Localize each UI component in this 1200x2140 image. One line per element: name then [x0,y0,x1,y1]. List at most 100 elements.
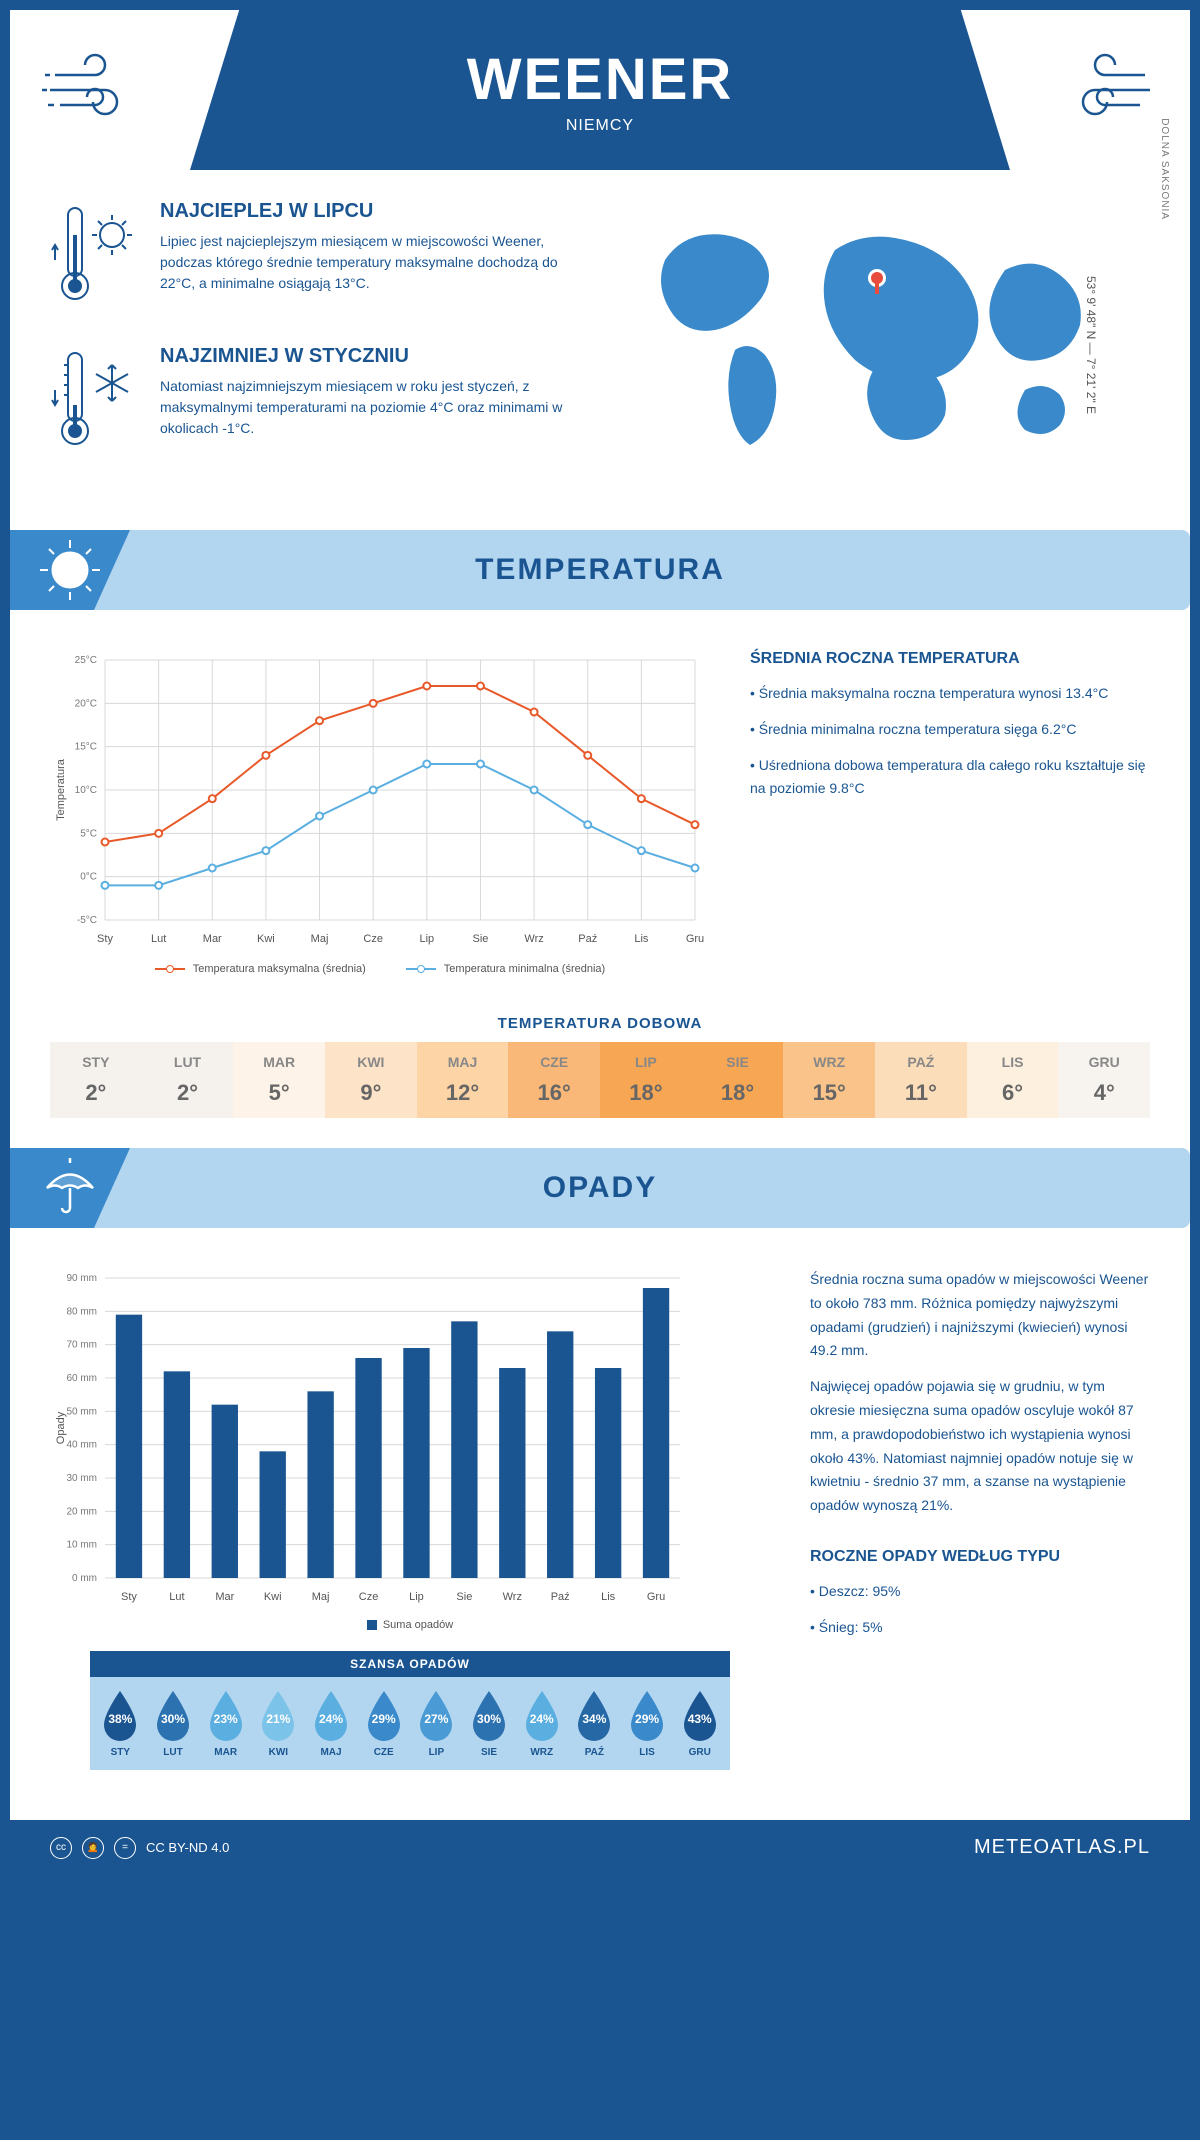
daily-cell: WRZ 15° [783,1042,875,1118]
nd-icon: = [114,1837,136,1859]
drop-cell: 30% SIE [463,1689,516,1758]
daily-cell: SIE 18° [692,1042,784,1118]
legend-max: Temperatura maksymalna (średnia) [193,963,366,975]
cold-title: NAJZIMNIEJ W STYCZNIU [160,345,570,368]
page: WEENER NIEMCY [10,10,1190,1875]
rain-type-1: • Deszcz: 95% [810,1580,1150,1604]
temp-stats-title: ŚREDNIA ROCZNA TEMPERATURA [750,650,1150,668]
svg-text:Cze: Cze [363,933,383,945]
hot-title: NAJCIEPLEJ W LIPCU [160,200,570,223]
rain-chance-block: SZANSA OPADÓW 38% STY 30% LUT [90,1651,730,1770]
svg-text:15°C: 15°C [75,742,97,753]
daily-cell: KWI 9° [325,1042,417,1118]
temperature-line-chart: -5°C0°C5°C10°C15°C20°C25°CStyLutMarKwiMa… [50,650,710,950]
temp-stat-2: • Średnia minimalna roczna temperatura s… [750,718,1150,742]
map-coords: 53° 9' 48" N — 7° 21' 2" E [1084,276,1098,414]
intro-row: NAJCIEPLEJ W LIPCU Lipiec jest najcieple… [10,170,1190,510]
drop-cell: 23% MAR [199,1689,252,1758]
svg-text:20°C: 20°C [75,698,97,709]
svg-text:0 mm: 0 mm [72,1573,97,1584]
svg-text:70 mm: 70 mm [66,1340,97,1351]
rain-bar-chart: 0 mm10 mm20 mm30 mm40 mm50 mm60 mm70 mm8… [50,1268,690,1608]
svg-text:Wrz: Wrz [503,1591,522,1603]
svg-text:Sty: Sty [97,933,113,945]
rain-title: OPADY [543,1171,657,1205]
svg-text:10°C: 10°C [75,785,97,796]
svg-text:20 mm: 20 mm [66,1506,97,1517]
drop-cell: 29% CZE [357,1689,410,1758]
daily-temp-table: STY 2° LUT 2° MAR 5° KWI 9° MAJ 12° CZE … [50,1042,1150,1118]
svg-text:Lis: Lis [601,1591,616,1603]
daily-cell: GRU 4° [1058,1042,1150,1118]
drop-cell: 27% LIP [410,1689,463,1758]
svg-text:-5°C: -5°C [77,915,97,926]
rain-legend: Suma opadów [50,1619,770,1631]
svg-text:Opady: Opady [55,1411,67,1444]
license-text: CC BY-ND 4.0 [146,1840,229,1855]
rain-chart-row: 0 mm10 mm20 mm30 mm40 mm50 mm60 mm70 mm8… [10,1248,1190,1790]
temp-stats: ŚREDNIA ROCZNA TEMPERATURA • Średnia mak… [750,650,1150,975]
thermometer-cold-icon [50,345,140,460]
svg-text:40 mm: 40 mm [66,1440,97,1451]
daily-cell: LIS 6° [967,1042,1059,1118]
temp-legend: Temperatura maksymalna (średnia) Tempera… [50,963,710,975]
svg-text:Sie: Sie [456,1591,472,1603]
header-decoration-left [10,10,190,170]
wind-icon [40,50,160,130]
rain-banner: OPADY [10,1148,1190,1228]
svg-text:60 mm: 60 mm [66,1373,97,1384]
svg-text:Kwi: Kwi [264,1591,282,1603]
svg-text:Lut: Lut [169,1591,184,1603]
svg-text:Paź: Paź [551,1591,570,1603]
header-title-block: WEENER NIEMCY [190,10,1010,170]
wind-icon [1040,50,1160,130]
svg-text:10 mm: 10 mm [66,1540,97,1551]
world-map: DOLNA SAKSONIA 53° 9' 48" N — 7° 21' 2" … [600,200,1150,490]
daily-cell: STY 2° [50,1042,142,1118]
svg-text:Lis: Lis [634,933,649,945]
daily-cell: LIP 18° [600,1042,692,1118]
cold-block: NAJZIMNIEJ W STYCZNIU Natomiast najzimni… [50,345,570,460]
svg-text:Wrz: Wrz [524,933,543,945]
drop-cell: 34% PAŹ [568,1689,621,1758]
svg-text:Maj: Maj [312,1591,330,1603]
svg-text:50 mm: 50 mm [66,1406,97,1417]
drop-cell: 30% LUT [147,1689,200,1758]
daily-temp-title: TEMPERATURA DOBOWA [10,1015,1190,1032]
temperature-title: TEMPERATURA [475,553,725,587]
drop-cell: 43% GRU [673,1689,726,1758]
daily-cell: LUT 2° [142,1042,234,1118]
temp-stat-1: • Średnia maksymalna roczna temperatura … [750,682,1150,706]
svg-text:Lut: Lut [151,933,166,945]
by-icon: 🙍 [82,1837,104,1859]
daily-cell: CZE 16° [508,1042,600,1118]
svg-text:Sty: Sty [121,1591,137,1603]
drop-cell: 38% STY [94,1689,147,1758]
page-subtitle: NIEMCY [566,117,634,135]
svg-text:Mar: Mar [215,1591,234,1603]
svg-text:Kwi: Kwi [257,933,275,945]
svg-text:Cze: Cze [359,1591,379,1603]
temperature-banner: TEMPERATURA [10,530,1190,610]
drop-cell: 24% MAJ [305,1689,358,1758]
svg-text:25°C: 25°C [75,655,97,666]
site-name: METEOATLAS.PL [974,1836,1150,1859]
hot-text: Lipiec jest najcieplejszym miesiącem w m… [160,231,570,294]
svg-text:Gru: Gru [647,1591,665,1603]
daily-cell: MAJ 12° [417,1042,509,1118]
rain-type-title: ROCZNE OPADY WEDŁUG TYPU [810,1548,1150,1566]
svg-text:Maj: Maj [311,933,329,945]
svg-text:90 mm: 90 mm [66,1273,97,1284]
svg-text:Lip: Lip [419,933,434,945]
drop-cell: 24% WRZ [515,1689,568,1758]
rain-type-2: • Śnieg: 5% [810,1616,1150,1640]
hot-block: NAJCIEPLEJ W LIPCU Lipiec jest najcieple… [50,200,570,315]
drop-cell: 21% KWI [252,1689,305,1758]
rain-chance-title: SZANSA OPADÓW [90,1651,730,1677]
cc-icon: cc [50,1837,72,1859]
header: WEENER NIEMCY [10,10,1190,170]
svg-text:Temperatura: Temperatura [55,758,67,821]
svg-text:0°C: 0°C [80,872,97,883]
svg-text:Lip: Lip [409,1591,424,1603]
svg-text:80 mm: 80 mm [66,1306,97,1317]
